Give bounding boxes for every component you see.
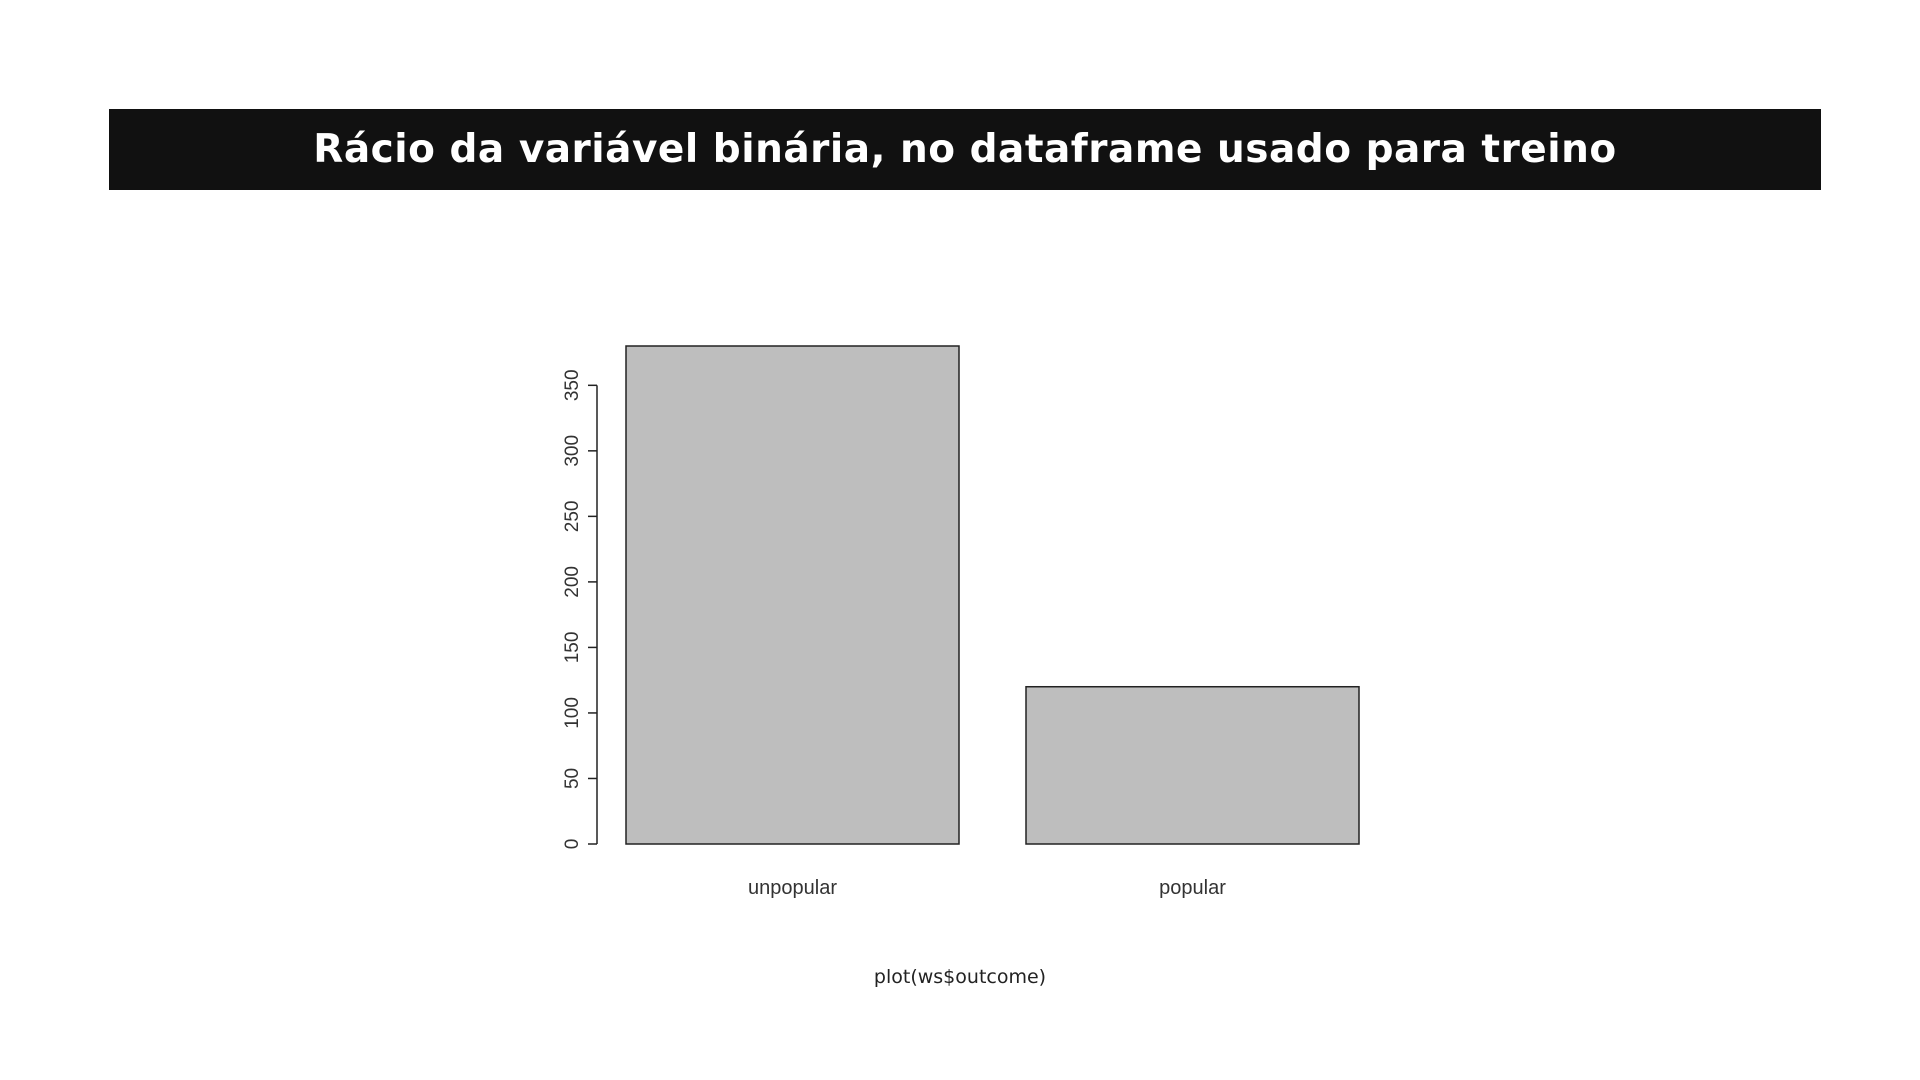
y-tick-label: 150 — [562, 632, 583, 664]
x-category-label: popular — [1159, 877, 1226, 899]
bar-unpopular — [625, 345, 960, 845]
y-tick-label: 350 — [562, 369, 583, 401]
title-banner: Rácio da variável binária, no dataframe … — [109, 109, 1821, 190]
y-tick-label: 50 — [562, 768, 583, 789]
slide-title: Rácio da variável binária, no dataframe … — [313, 127, 1617, 172]
y-tick-label: 250 — [562, 501, 583, 533]
y-tick-label: 300 — [562, 435, 583, 467]
x-category-label: unpopular — [748, 877, 837, 899]
y-tick-label: 100 — [562, 697, 583, 729]
y-tick-label: 200 — [562, 566, 583, 598]
bar-popular — [1025, 685, 1360, 845]
chart-caption: plot(ws$outcome) — [873, 966, 1047, 988]
y-tick-label: 0 — [562, 839, 583, 850]
